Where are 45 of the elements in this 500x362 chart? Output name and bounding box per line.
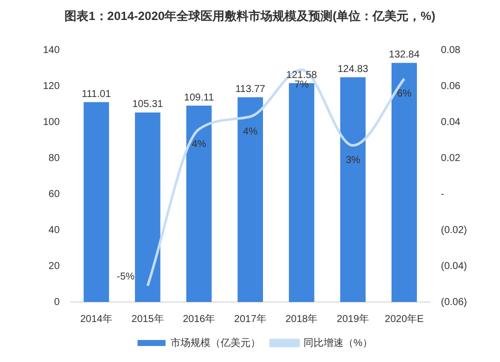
data-label: 4%: [192, 138, 206, 150]
legend-label: 同比增速（%）: [304, 336, 372, 349]
y-tick-label: 60: [48, 188, 60, 200]
y-tick-label: 120: [42, 80, 60, 92]
chart-title: 图表1：2014-2020年全球医用敷料市场规模及预测(单位：亿美元，%): [64, 8, 436, 25]
bar: [392, 62, 417, 302]
legend-label: 市场规模（亿美元）: [170, 336, 261, 349]
data-label: 124.83: [338, 64, 369, 76]
x-tick-label: 2019年: [336, 312, 370, 325]
y2-tick-label: 0.02: [440, 152, 461, 164]
data-label: 4%: [243, 126, 258, 138]
y2-tick-label: 0.08: [440, 44, 461, 56]
bar: [238, 97, 263, 302]
y-tick-label: 0: [54, 296, 60, 308]
x-tick-label: 2016年: [182, 312, 216, 325]
x-tick-label: 2020年E: [384, 312, 424, 325]
y-tick-label: 20: [48, 260, 60, 272]
data-label: 121.58: [286, 70, 318, 81]
data-label: 105.31: [132, 99, 164, 110]
y2-tick-label: (0.04): [440, 260, 467, 272]
y2-tick-label: (0.02): [440, 224, 467, 236]
y2-tick-label: -: [440, 188, 444, 200]
bar: [84, 102, 110, 302]
y2-tick-label: 0.04: [440, 116, 461, 128]
data-label: 3%: [346, 155, 360, 166]
x-tick-label: 2017年: [234, 312, 266, 325]
data-label: -5%: [116, 272, 135, 283]
y-tick-label: 80: [48, 152, 60, 164]
data-label: 6%: [396, 88, 412, 100]
bar: [134, 112, 160, 302]
bar: [186, 106, 212, 302]
y-tick-label: 40: [48, 224, 60, 236]
data-label: 113.77: [235, 84, 266, 95]
data-label: 7%: [294, 80, 309, 91]
y-tick-label: 100: [42, 116, 60, 128]
bar: [340, 77, 366, 302]
x-tick-label: 2015年: [132, 312, 164, 325]
data-label: 132.84: [388, 50, 420, 61]
y-tick-label: 140: [42, 44, 60, 56]
x-tick-label: 2014年: [80, 312, 112, 325]
data-label: 109.11: [184, 92, 214, 104]
x-tick-label: 2018年: [285, 312, 318, 325]
data-label: 111.01: [82, 88, 112, 100]
y2-tick-label: 0.06: [440, 80, 461, 92]
y2-tick-label: (0.06): [440, 296, 467, 308]
